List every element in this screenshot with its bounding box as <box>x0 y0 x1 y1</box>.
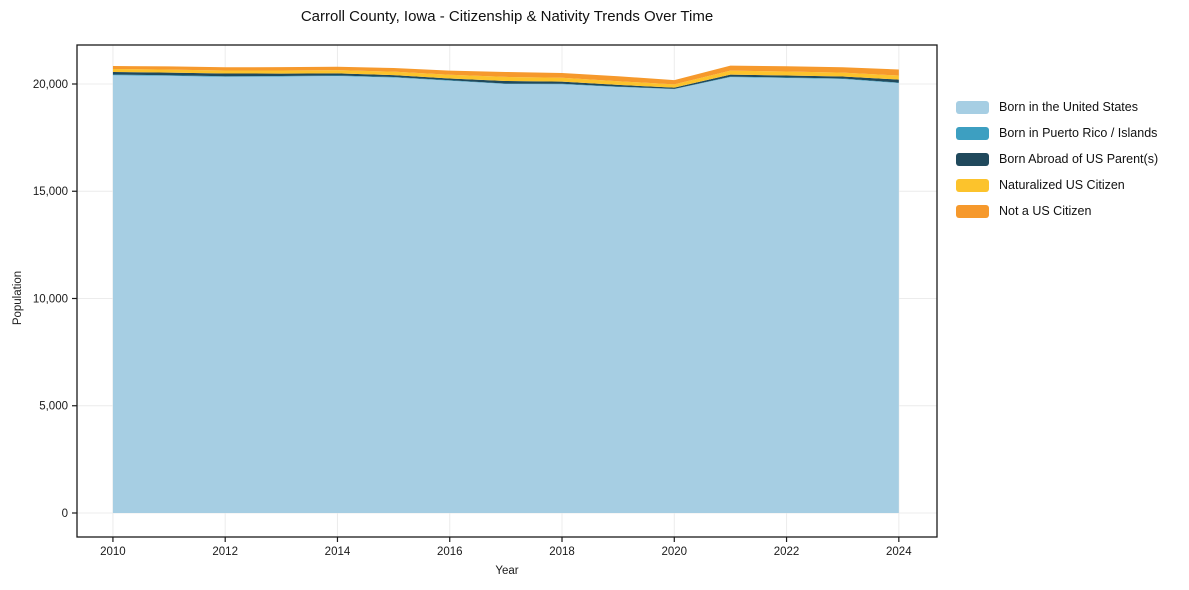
legend-item: Naturalized US Citizen <box>956 179 1158 192</box>
x-tick-label: 2012 <box>212 546 238 558</box>
legend-label: Naturalized US Citizen <box>999 178 1125 192</box>
area-series <box>112 75 899 513</box>
legend-swatch <box>956 101 989 114</box>
x-tick-label: 2010 <box>100 546 126 558</box>
legend-swatch <box>956 153 989 166</box>
legend-swatch <box>956 127 989 140</box>
legend-label: Born Abroad of US Parent(s) <box>999 152 1159 166</box>
y-tick-label: 10,000 <box>33 293 68 305</box>
legend: Born in the United States Born in Puerto … <box>956 101 1158 231</box>
y-tick-label: 15,000 <box>33 186 68 198</box>
area-series <box>112 68 899 88</box>
area-series <box>112 65 899 85</box>
x-tick-label: 2014 <box>325 546 351 558</box>
y-tick-label: 5,000 <box>39 401 68 413</box>
legend-item: Born in the United States <box>956 101 1158 114</box>
x-tick-label: 2022 <box>774 546 800 558</box>
area-series <box>112 71 899 89</box>
area-series <box>112 74 899 90</box>
x-tick-label: 2024 <box>886 546 912 558</box>
chart-title: Carroll County, Iowa - Citizenship & Nat… <box>300 8 714 25</box>
legend-item: Not a US Citizen <box>956 205 1158 218</box>
x-tick-label: 2020 <box>661 546 687 558</box>
x-axis-label: Year <box>495 565 519 577</box>
y-axis-label: Population <box>12 270 24 326</box>
legend-item: Born in Puerto Rico / Islands <box>956 127 1158 140</box>
x-tick-label: 2016 <box>437 546 463 558</box>
x-tick-label: 2018 <box>549 546 575 558</box>
legend-label: Not a US Citizen <box>999 204 1092 218</box>
legend-item: Born Abroad of US Parent(s) <box>956 153 1158 166</box>
legend-label: Born in the United States <box>999 100 1138 114</box>
legend-swatch <box>956 179 989 192</box>
plot-frame <box>76 44 938 538</box>
legend-label: Born in Puerto Rico / Islands <box>999 126 1158 140</box>
y-tick-label: 20,000 <box>33 79 68 91</box>
legend-swatch <box>956 205 989 218</box>
y-tick-label: 0 <box>62 508 68 520</box>
